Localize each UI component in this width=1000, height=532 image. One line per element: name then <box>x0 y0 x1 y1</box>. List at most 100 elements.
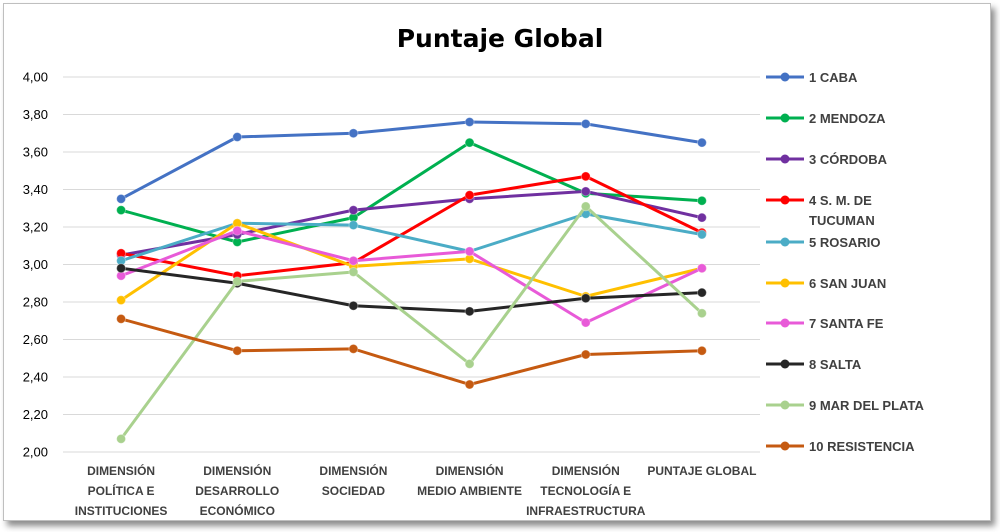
data-point <box>348 220 359 231</box>
y-tick-label: 3,80 <box>23 107 48 122</box>
legend-label: 7 SANTA FE <box>809 316 884 331</box>
legend-label: 10 RESISTENCIA <box>809 439 915 454</box>
series-line <box>120 212 703 263</box>
series-lines <box>116 117 707 444</box>
data-point <box>696 195 707 206</box>
data-point <box>580 349 591 360</box>
data-point <box>696 263 707 274</box>
data-point <box>116 263 127 274</box>
data-point <box>696 287 707 298</box>
data-point <box>580 118 591 129</box>
series-line <box>120 317 702 386</box>
legend-swatch-marker <box>780 318 790 328</box>
data-point <box>116 433 127 444</box>
chart-title: Puntaje Global <box>397 24 604 53</box>
data-point <box>116 205 127 216</box>
legend-swatch-marker <box>780 113 790 123</box>
data-point <box>116 313 127 324</box>
data-point <box>348 267 359 277</box>
data-point <box>464 190 475 201</box>
y-tick-label: 3,20 <box>23 220 48 235</box>
x-tick-label: DIMENSIÓN TECNOLOGÍA E INFRAESTRUCTURA <box>526 463 646 518</box>
legend-item: 4 S. M. DE TUCUMAN <box>766 193 875 228</box>
legend-label: 9 MAR DEL PLATA <box>809 398 924 413</box>
y-tick-label: 2,20 <box>23 407 48 422</box>
y-tick-label: 2,00 <box>23 445 48 460</box>
data-point <box>464 306 475 317</box>
x-axis-ticks: DIMENSIÓN POLÍTICA E INSTITUCIONES DIMENSIÓ… <box>75 463 757 518</box>
data-point <box>348 255 359 266</box>
x-tick-label: PUNTAJE GLOBAL <box>647 464 756 478</box>
legend-swatch-marker <box>780 278 790 288</box>
data-point <box>348 343 359 354</box>
data-point <box>464 379 475 390</box>
data-point <box>464 246 475 257</box>
x-tick-label: DIMENSIÓN POLÍTICA E INSTITUCIONES <box>75 463 168 518</box>
legend-item: 2 MENDOZA <box>766 111 886 126</box>
y-tick-label: 4,00 <box>23 70 48 85</box>
legend-label: 6 SAN JUAN <box>809 276 886 291</box>
legend-swatch-marker <box>780 195 790 205</box>
y-tick-label: 3,60 <box>23 145 48 160</box>
series-line <box>120 174 703 278</box>
legend-swatch-marker <box>780 72 790 82</box>
gridlines <box>63 76 760 453</box>
series-line <box>120 189 703 257</box>
data-point <box>232 276 243 287</box>
data-point <box>116 193 127 204</box>
series <box>116 313 707 390</box>
series-line <box>120 120 703 201</box>
data-point <box>464 137 475 148</box>
legend-item: 10 RESISTENCIA <box>766 439 915 454</box>
data-point <box>696 229 707 240</box>
legend-swatch-marker <box>780 359 790 369</box>
data-point <box>232 345 243 356</box>
x-tick-label: DIMENSIÓN MEDIO AMBIENTE <box>417 463 522 498</box>
y-tick-label: 3,00 <box>23 257 48 272</box>
legend-item: 6 SAN JUAN <box>766 276 886 291</box>
data-point <box>580 186 591 197</box>
legend-item: 8 SALTA <box>766 357 862 372</box>
y-tick-label: 2,60 <box>23 332 48 347</box>
series-line <box>120 229 703 325</box>
data-point <box>464 358 475 369</box>
x-tick-label: DIMENSIÓN DESARROLLO ECONÓMICO <box>195 463 279 518</box>
x-tick-label: DIMENSIÓN SOCIEDAD <box>319 463 387 498</box>
data-point <box>348 205 359 216</box>
data-point <box>580 317 591 328</box>
data-point <box>348 300 359 311</box>
series <box>116 186 707 261</box>
legend-item: 9 MAR DEL PLATA <box>766 398 924 413</box>
legend-label: 8 SALTA <box>809 357 862 372</box>
data-point <box>696 308 707 319</box>
data-point <box>348 128 359 139</box>
legend-swatch-marker <box>780 441 790 451</box>
data-point <box>580 293 591 304</box>
legend-item: 3 CÓRDOBA <box>766 152 888 167</box>
data-point <box>116 295 127 306</box>
legend-swatch-marker <box>780 154 790 164</box>
y-tick-label: 2,40 <box>23 370 48 385</box>
data-point <box>580 171 591 182</box>
legend-item: 5 ROSARIO <box>766 235 881 250</box>
y-tick-label: 3,40 <box>23 182 48 197</box>
series-line <box>120 221 703 302</box>
legend-swatch-marker <box>780 400 790 410</box>
series <box>116 117 707 204</box>
data-point <box>580 201 591 212</box>
data-point <box>232 225 243 236</box>
legend-label: 2 MENDOZA <box>809 111 886 126</box>
legend: 1 CABA 2 MENDOZA 3 CÓRDOBA 4 S. M. DE TUCUMA… <box>766 70 924 454</box>
series-line <box>120 266 702 313</box>
legend-item: 1 CABA <box>766 70 858 85</box>
legend-label: 4 S. M. DE TUCUMAN <box>809 193 875 228</box>
data-point <box>696 212 707 223</box>
legend-item: 7 SANTA FE <box>766 316 884 331</box>
legend-label: 1 CABA <box>809 70 858 85</box>
legend-label: 5 ROSARIO <box>809 235 881 250</box>
legend-label: 3 CÓRDOBA <box>809 152 888 167</box>
y-tick-label: 2,80 <box>23 295 48 310</box>
y-axis-ticks: 2,00 2,20 2,40 2,60 2,80 3,00 3,20 3,40 3,60 3,80… <box>23 70 48 460</box>
data-point <box>696 137 707 148</box>
data-point <box>464 117 475 127</box>
